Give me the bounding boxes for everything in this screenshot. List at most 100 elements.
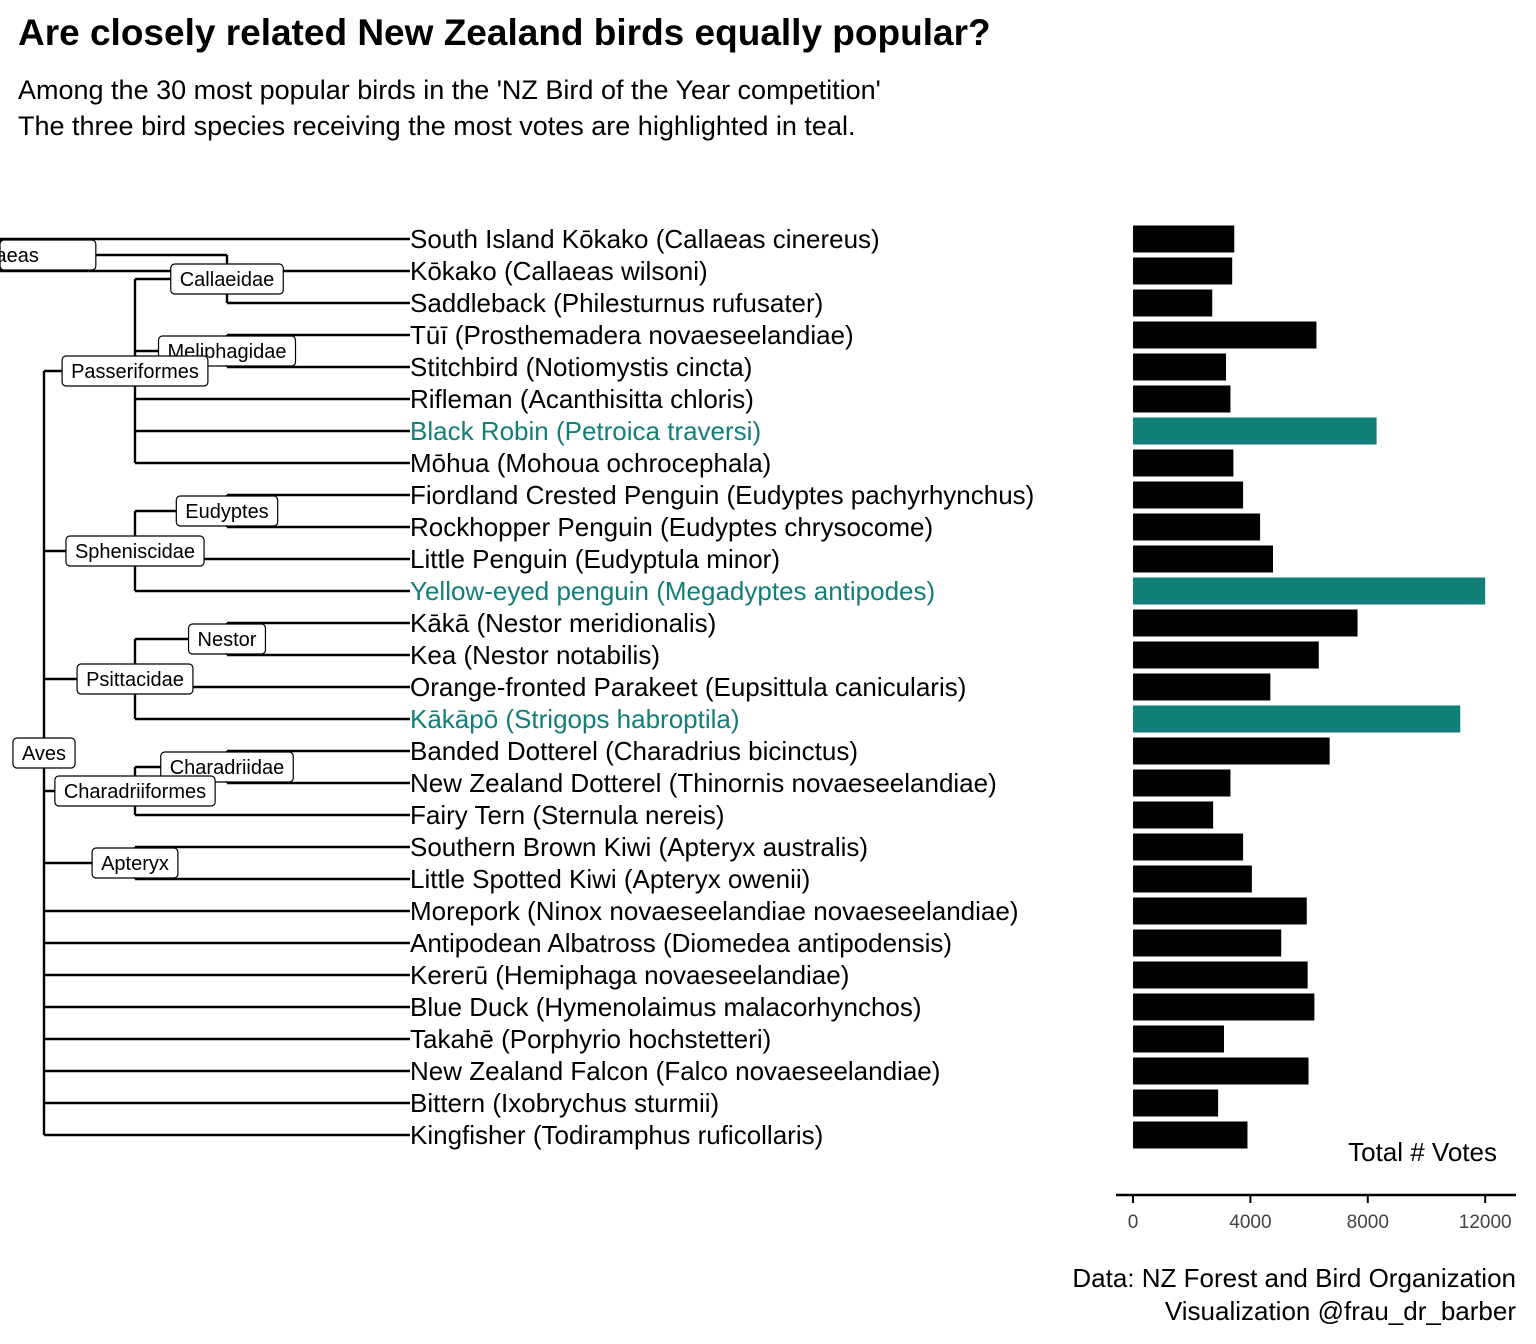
chart-title: Are closely related New Zealand birds eq… (18, 12, 991, 53)
species-label-kingfisher-todiramphus-ruficollaris: Kingfisher (Todiramphus ruficollaris) (410, 1120, 823, 1150)
x-tick-label: 12000 (1459, 1212, 1512, 1233)
vote-bar-yellow-eyed-penguin-megadyptes-antipodes (1133, 577, 1486, 605)
vote-bar-black-robin-petroica-traversi (1133, 417, 1377, 445)
clade-label-aves: Aves (12, 737, 76, 769)
vote-bar-saddleback-philesturnus-rufusater (1133, 289, 1213, 317)
species-label-rifleman-acanthisitta-chloris: Rifleman (Acanthisitta chloris) (410, 384, 754, 414)
x-tick-label: 8000 (1347, 1212, 1389, 1233)
species-label-orange-fronted-parakeet-eupsittula-canicularis: Orange-fronted Parakeet (Eupsittula cani… (410, 672, 966, 702)
clade-label-text: Charadriidae (170, 757, 285, 779)
clade-label-text: Callaeas (0, 245, 39, 267)
species-label-black-robin-petroica-traversi: Black Robin (Petroica traversi) (410, 416, 761, 446)
vote-bar-stitchbird-notiomystis-cincta (1133, 353, 1227, 381)
vote-bar-rockhopper-penguin-eudyptes-chrysocome (1133, 513, 1261, 541)
species-label-southern-brown-kiwi-apteryx-australis: Southern Brown Kiwi (Apteryx australis) (410, 832, 868, 862)
species-label-bittern-ixobrychus-sturmii: Bittern (Ixobrychus sturmii) (410, 1088, 719, 1118)
vote-bar-bittern-ixobrychus-sturmii (1133, 1089, 1219, 1117)
clade-label-text: Psittacidae (86, 669, 184, 691)
vote-bar-kingfisher-todiramphus-ruficollaris (1133, 1121, 1248, 1149)
species-label-kaka-nestor-meridionalis: Kākā (Nestor meridionalis) (410, 608, 716, 638)
clade-label-box (160, 751, 294, 783)
vote-bar-blue-duck-hymenolaimus-malacorhynchos (1133, 993, 1315, 1021)
clade-label-psittacidae: Psittacidae (76, 663, 194, 695)
clade-label-box (76, 663, 194, 695)
vote-bar-kea-nestor-notabilis (1133, 641, 1319, 669)
clade-label-text: Apteryx (101, 853, 169, 875)
vote-bar-new-zealand-dotterel-thinornis-novaeseelandiae (1133, 769, 1231, 797)
vote-bar-kokako-callaeas-wilsoni (1133, 257, 1233, 285)
chart-caption: Data: NZ Forest and Bird Organization Vi… (1072, 1262, 1516, 1328)
caption-data-source: Data: NZ Forest and Bird Organization (1072, 1263, 1516, 1293)
vote-bar-kakapo-strigops-habroptila (1133, 705, 1461, 733)
species-label-fairy-tern-sternula-nereis: Fairy Tern (Sternula nereis) (410, 800, 725, 830)
vote-bar-orange-fronted-parakeet-eupsittula-canicularis (1133, 673, 1271, 701)
clade-label-text: Eudyptes (185, 501, 268, 523)
species-label-yellow-eyed-penguin-megadyptes-antipodes: Yellow-eyed penguin (Megadyptes antipode… (410, 576, 935, 606)
clade-label-spheniscidae: Spheniscidae (65, 535, 205, 567)
phylogenetic-tree: CallaeasCallaeidaeMeliphagidaePasserifor… (0, 237, 410, 1137)
subtitle-line-1: Among the 30 most popular birds in the '… (18, 75, 881, 105)
species-label-new-zealand-falcon-falco-novaeseelandiae: New Zealand Falcon (Falco novaeseelandia… (410, 1056, 940, 1086)
clade-label-box (65, 535, 205, 567)
species-label-tui-prosthemadera-novaeseelandiae: Tūī (Prosthemadera novaeseelandiae) (410, 320, 854, 350)
chart-subtitle: Among the 30 most popular birds in the '… (18, 72, 881, 144)
clade-label-nestor: Nestor (187, 623, 267, 655)
clade-label-callaeas: Callaeas (0, 239, 97, 271)
clade-label-box (54, 775, 216, 807)
species-label-rockhopper-penguin-eudyptes-chrysocome: Rockhopper Penguin (Eudyptes chrysocome) (410, 512, 933, 542)
vote-bar-southern-brown-kiwi-apteryx-australis (1133, 833, 1244, 861)
clade-label-apteryx: Apteryx (91, 847, 179, 879)
species-label-kakapo-strigops-habroptila: Kākāpō (Strigops habroptila) (410, 704, 740, 734)
clade-label-passeriformes: Passeriformes (61, 355, 209, 387)
clade-label-text: Charadriiformes (64, 781, 206, 803)
clade-label-box (12, 737, 76, 769)
species-label-banded-dotterel-charadrius-bicinctus: Banded Dotterel (Charadrius bicinctus) (410, 736, 858, 766)
vote-bar-rifleman-acanthisitta-chloris (1133, 385, 1231, 413)
species-label-kokako-callaeas-wilsoni: Kōkako (Callaeas wilsoni) (410, 256, 708, 286)
species-labels: South Island Kōkako (Callaeas cinereus)K… (410, 224, 1034, 1150)
species-label-little-penguin-eudyptula-minor: Little Penguin (Eudyptula minor) (410, 544, 780, 574)
clade-label-box (61, 355, 209, 387)
vote-bar-mohua-mohoua-ochrocephala (1133, 449, 1234, 477)
species-label-south-island-kokako-callaeas-cinereus: South Island Kōkako (Callaeas cinereus) (410, 224, 880, 254)
x-tick-label: 4000 (1229, 1212, 1271, 1233)
vote-bar-kaka-nestor-meridionalis (1133, 609, 1358, 637)
vote-bar-antipodean-albatross-diomedea-antipodensis (1133, 929, 1282, 957)
species-label-new-zealand-dotterel-thinornis-novaeseelandiae: New Zealand Dotterel (Thinornis novaesee… (410, 768, 997, 798)
vote-bar-fairy-tern-sternula-nereis (1133, 801, 1214, 829)
subtitle-line-2: The three bird species receiving the mos… (18, 111, 856, 141)
vote-bar-banded-dotterel-charadrius-bicinctus (1133, 737, 1330, 765)
clade-label-callaeidae: Callaeidae (170, 263, 284, 295)
clade-label-text: Nestor (198, 629, 257, 651)
species-label-stitchbird-notiomystis-cincta: Stitchbird (Notiomystis cincta) (410, 352, 752, 382)
species-label-antipodean-albatross-diomedea-antipodensis: Antipodean Albatross (Diomedea antipoden… (410, 928, 952, 958)
clade-label-charadriidae: Charadriidae (160, 751, 294, 783)
species-label-morepork-ninox-novaeseelandiae-novaeseelandiae: Morepork (Ninox novaeseelandiae novaesee… (410, 896, 1019, 926)
species-label-takahe-porphyrio-hochstetteri: Takahē (Porphyrio hochstetteri) (410, 1024, 771, 1054)
vote-bar-kereru-hemiphaga-novaeseelandiae (1133, 961, 1308, 989)
x-tick-label: 0 (1128, 1212, 1139, 1233)
clade-label-box (187, 623, 267, 655)
species-label-fiordland-crested-penguin-eudyptes-pachyrhynchus: Fiordland Crested Penguin (Eudyptes pach… (410, 480, 1034, 510)
clade-label-box (175, 495, 279, 527)
vote-bar-little-spotted-kiwi-apteryx-owenii (1133, 865, 1252, 893)
clade-label-box (91, 847, 179, 879)
clade-label-text: Aves (22, 743, 66, 765)
vote-bar-morepork-ninox-novaeseelandiae-novaeseelandiae (1133, 897, 1307, 925)
clade-label-text: Spheniscidae (75, 541, 195, 563)
clade-label-eudyptes: Eudyptes (175, 495, 279, 527)
clade-label-text: Callaeidae (180, 269, 275, 291)
species-label-kereru-hemiphaga-novaeseelandiae: Kererū (Hemiphaga novaeseelandiae) (410, 960, 849, 990)
vote-bar-south-island-kokako-callaeas-cinereus (1133, 225, 1235, 253)
vote-bar-fiordland-crested-penguin-eudyptes-pachyrhynchus (1133, 481, 1244, 509)
vote-bar-takahe-porphyrio-hochstetteri (1133, 1025, 1224, 1053)
x-axis-title: Total # Votes (1348, 1137, 1497, 1167)
caption-credit: Visualization @frau_dr_barber (1164, 1296, 1516, 1326)
vote-bar-little-penguin-eudyptula-minor (1133, 545, 1273, 573)
vote-bar-new-zealand-falcon-falco-novaeseelandiae (1133, 1057, 1309, 1085)
clade-label-text: Passeriformes (71, 361, 199, 383)
vote-bar-tui-prosthemadera-novaeseelandiae (1133, 321, 1317, 349)
species-label-kea-nestor-notabilis: Kea (Nestor notabilis) (410, 640, 660, 670)
species-label-mohua-mohoua-ochrocephala: Mōhua (Mohoua ochrocephala) (410, 448, 771, 478)
